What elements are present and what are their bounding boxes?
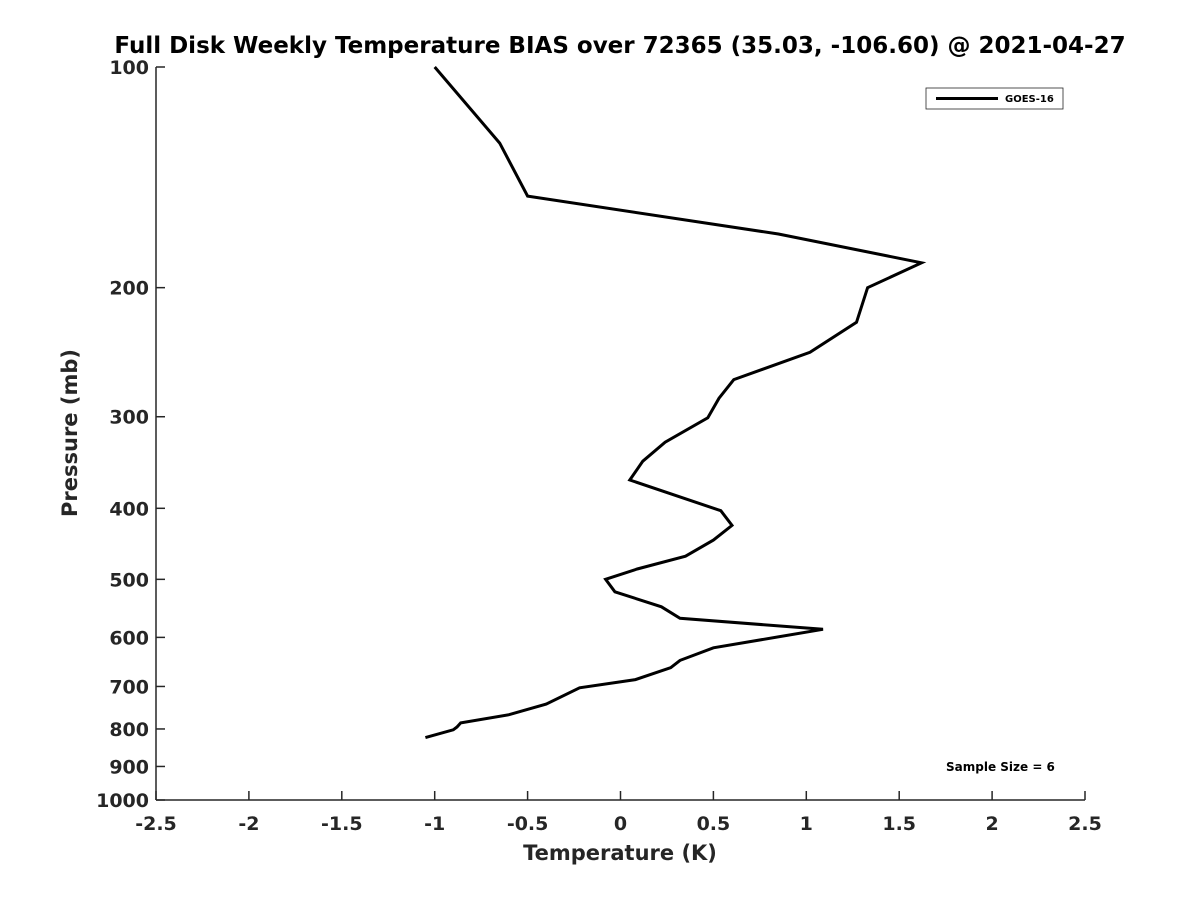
y-tick-label: 900	[109, 756, 149, 778]
legend-label-goes-16: GOES-16	[1005, 94, 1054, 105]
x-axis-label: Temperature (K)	[523, 841, 717, 865]
x-tick-label: 0	[614, 813, 627, 835]
x-tick-label: 1.5	[882, 813, 916, 835]
series-line-goes-16	[424, 66, 927, 740]
x-tick-label: 0.5	[697, 813, 731, 835]
y-tick-label: 400	[109, 498, 149, 520]
y-axis-label: Pressure (mb)	[58, 349, 82, 517]
x-tick-label: -2.5	[135, 813, 177, 835]
y-tick-label: 600	[109, 627, 149, 649]
x-tick-label: -2	[238, 813, 259, 835]
x-axis-ticks: -2.5 -2 -1.5 -1 -0.5 0 0.5 1 1.5 2 2.5	[135, 791, 1102, 835]
y-tick-label: 200	[109, 278, 149, 300]
x-tick-label: 2	[985, 813, 998, 835]
y-tick-label: 1000	[96, 790, 149, 812]
x-tick-label: -1.5	[321, 813, 363, 835]
sample-size-note: Sample Size = 6	[946, 760, 1055, 774]
x-tick-label: 1	[800, 813, 813, 835]
x-tick-label: -0.5	[507, 813, 549, 835]
y-axis-ticks: 100 200 300 400 500 600 700 800 900 1000	[96, 57, 165, 812]
y-tick-label: 500	[109, 569, 149, 591]
x-tick-label: -1	[424, 813, 445, 835]
series-layer	[424, 66, 927, 740]
chart-title: Full Disk Weekly Temperature BIAS over 7…	[114, 33, 1125, 59]
x-tick-label: 2.5	[1068, 813, 1102, 835]
plot-area	[156, 67, 1085, 800]
y-tick-label: 800	[109, 719, 149, 741]
y-tick-label: 700	[109, 676, 149, 698]
y-tick-label: 100	[109, 57, 149, 79]
y-tick-label: 300	[109, 407, 149, 429]
legend: GOES-16	[925, 87, 1064, 110]
